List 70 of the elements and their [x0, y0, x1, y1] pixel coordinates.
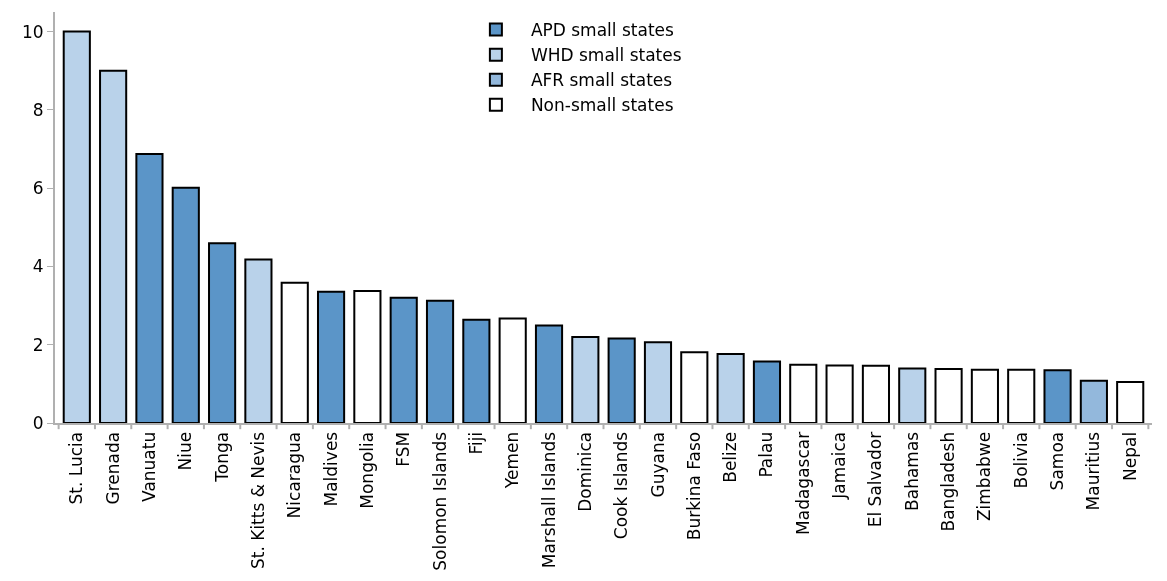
x-tick-label: El Salvador	[865, 431, 886, 528]
x-tick-label: Zimbabwe	[974, 431, 995, 522]
y-tick-label: 8	[32, 99, 44, 120]
x-tick-label: St. Lucia	[66, 431, 87, 505]
bar	[934, 367, 963, 423]
bar	[171, 186, 200, 423]
x-tick-label: Nicaragua	[284, 431, 305, 519]
bar	[316, 290, 346, 423]
legend-label: WHD small states	[530, 45, 682, 66]
bar	[208, 242, 237, 423]
bar	[1079, 379, 1108, 423]
x-tick-label: Grenada	[102, 431, 123, 505]
x-tick-label: Burkina Faso	[683, 431, 704, 541]
x-tick-label: Nepal	[1119, 431, 1140, 481]
bar	[534, 324, 564, 423]
x-tick-label: Fiji	[465, 431, 486, 455]
bar	[607, 337, 636, 423]
bar	[498, 317, 527, 423]
x-tick-label: Marshall Islands	[538, 431, 559, 569]
x-tick-label: Madagascar	[792, 431, 813, 535]
x-tick-label: Bahamas	[901, 431, 922, 511]
bar	[135, 153, 164, 423]
y-tick-label: 2	[32, 334, 44, 355]
bar	[571, 335, 600, 423]
bar	[353, 290, 382, 423]
bar	[716, 353, 745, 423]
y-tick-label: 6	[32, 178, 44, 199]
x-tick-label: Guyana	[647, 431, 668, 498]
bar	[752, 360, 782, 423]
x-tick-label: Niue	[175, 431, 196, 471]
x-tick-label: Bangladesh	[938, 431, 959, 532]
x-tick-label: Vanuatu	[138, 431, 159, 502]
bar	[462, 318, 491, 423]
bar	[680, 351, 709, 423]
bar	[789, 363, 818, 423]
x-tick-label: Jamaica	[829, 431, 850, 500]
bar	[99, 69, 128, 423]
bar	[825, 364, 854, 423]
bar	[898, 367, 927, 423]
bar	[244, 258, 273, 423]
x-tick-label: Yemen	[502, 431, 523, 490]
x-tick-label: Tonga	[211, 431, 232, 483]
bar	[1043, 369, 1072, 423]
x-tick-label: Dominica	[574, 431, 595, 512]
x-tick-label: FSM	[393, 431, 414, 467]
legend-label: AFR small states	[530, 70, 673, 91]
y-tick-label: 10	[21, 21, 44, 42]
x-tick-label: Maldives	[320, 431, 341, 507]
bar	[643, 341, 673, 423]
x-tick-label: Palau	[756, 431, 777, 478]
y-tick-label: 4	[32, 256, 44, 277]
bar	[280, 281, 309, 423]
x-tick-label: Mongolia	[356, 431, 377, 509]
bar	[425, 299, 455, 423]
bar	[1007, 368, 1036, 423]
x-tick-label: Bolivia	[1010, 431, 1031, 489]
bar	[389, 296, 418, 423]
legend-label: APD small states	[530, 20, 675, 41]
x-tick-label: St. Kitts & Nevis	[247, 431, 268, 570]
x-tick-label: Mauritius	[1083, 431, 1104, 511]
bar	[62, 30, 91, 423]
x-tick-label: Solomon Islands	[429, 431, 450, 571]
x-tick-label: Cook Islands	[611, 431, 632, 540]
x-tick-label: Samoa	[1047, 431, 1068, 491]
bar	[970, 368, 999, 423]
x-tick-label: Belize	[720, 431, 741, 483]
bar	[1116, 380, 1145, 423]
bar	[861, 364, 891, 423]
y-tick-label: 0	[32, 412, 44, 433]
legend-label: Non-small states	[530, 95, 674, 116]
